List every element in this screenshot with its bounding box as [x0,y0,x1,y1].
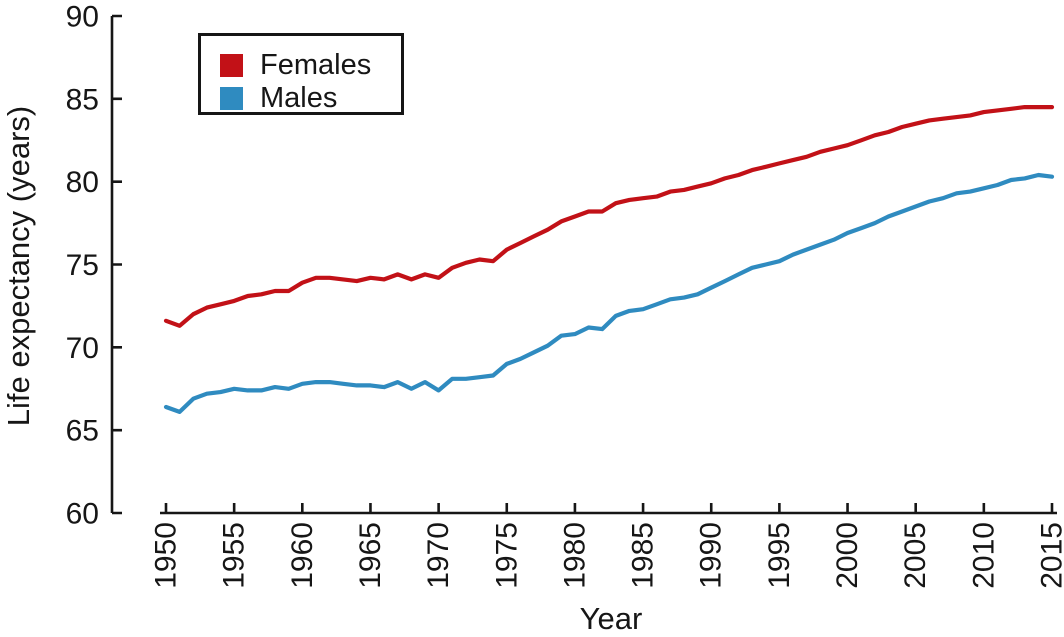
males-color-swatch [220,87,243,110]
y-tick-label: 80 [66,166,99,199]
legend-item-males: Males [220,82,401,115]
x-tick-label: 1965 [354,522,387,589]
x-tick-label: 2010 [967,522,1000,589]
x-tick-label: 2005 [899,522,932,589]
x-tick-label: 1995 [763,522,796,589]
y-tick-label: 75 [66,249,99,282]
males-line [163,172,1055,414]
x-axis [160,503,1057,515]
y-tick-label: 85 [66,83,99,116]
y-tick-label: 90 [66,1,99,34]
legend-item-females: Females [220,49,401,82]
legend-label-males: Males [260,82,338,114]
data-series [163,104,1055,414]
x-tick-label: 1970 [422,522,455,589]
x-tick-labels: 1950 1955 1960 1965 1970 1975 1980 1985 1990 1995… [150,522,1064,589]
females-line [163,104,1055,328]
females-color-swatch [220,54,243,77]
legend-label-females: Females [260,49,372,81]
y-tick-labels: 60 65 70 75 80 85 90 [66,1,99,531]
y-tick-label: 60 [66,498,99,531]
y-tick-label: 65 [66,415,99,448]
x-tick-label: 2015 [1036,522,1064,589]
x-tick-label: 1990 [695,522,728,589]
x-tick-label: 1960 [286,522,319,589]
x-axis-title: Year [579,601,643,636]
x-tick-label: 1950 [150,522,183,589]
y-axis-title: Life expectancy (years) [1,105,36,427]
y-axis [110,14,122,515]
x-tick-label: 2000 [831,522,864,589]
x-tick-label: 1955 [218,522,251,589]
x-tick-label: 1975 [490,522,523,589]
axes [110,14,1057,515]
y-tick-label: 70 [66,332,99,365]
x-tick-label: 1985 [627,522,660,589]
legend: Females Males [198,33,404,115]
x-tick-label: 1980 [558,522,591,589]
